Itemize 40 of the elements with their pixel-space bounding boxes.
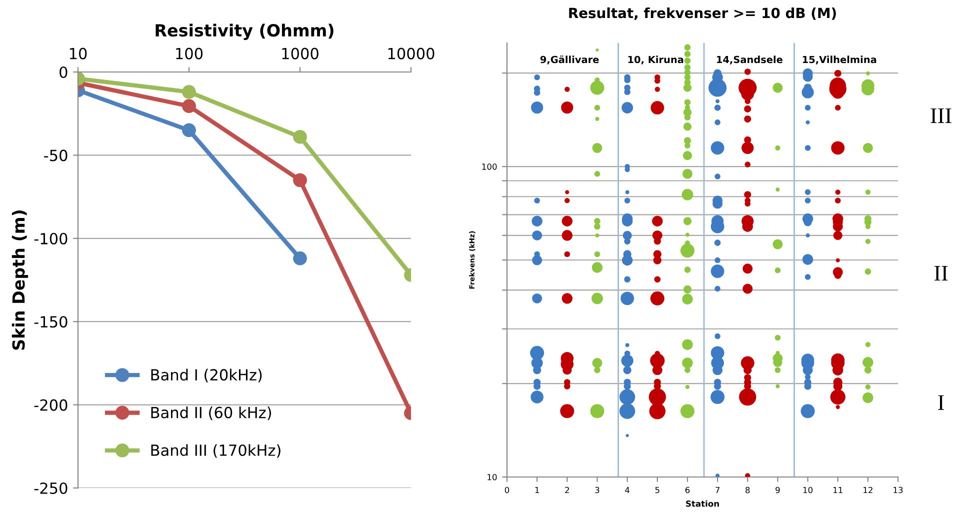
x-tick-label: 0 <box>504 486 510 494</box>
y-axis-title: Skin Depth (m) <box>12 210 28 350</box>
x-tick-label: 4 <box>625 486 630 494</box>
y-tick-label: -50 <box>44 150 68 162</box>
x-tick-label: 10000 <box>388 48 434 60</box>
x-tick-label: 13 <box>894 486 903 494</box>
x-tick-label: 8 <box>746 486 750 494</box>
x-tick-label: 10 <box>70 48 87 60</box>
chart-title: Resultat, frekvenser >= 10 dB (M) <box>569 7 836 20</box>
y-tick-label: 0 <box>60 66 68 78</box>
legend-label: Band II (60 kHz) <box>151 406 272 420</box>
x-tick-label: 6 <box>685 486 690 494</box>
x-tick-label: 12 <box>864 486 872 494</box>
legend-label: Band III (170kHz) <box>151 444 280 458</box>
annotation: 15,Vilhelmina <box>802 56 876 64</box>
annotation: 10, Kiruna <box>628 56 684 64</box>
x-tick-label: 11 <box>833 486 842 494</box>
x-tick-label: 3 <box>595 486 600 494</box>
x-axis-title: Resistivity (Ohmm) <box>156 24 334 40</box>
y-tick-label: -150 <box>34 316 68 328</box>
text: II <box>934 266 948 281</box>
x-tick-label: 100 <box>176 48 203 60</box>
x-tick-label: 10 <box>803 486 813 494</box>
x-tick-label: 5 <box>655 486 660 494</box>
text: I <box>938 395 944 410</box>
x-axis-title: Station <box>686 500 719 507</box>
x-tick-label: 1000 <box>282 48 318 60</box>
y-tick-label: -250 <box>34 482 68 494</box>
text: III <box>930 108 952 123</box>
x-tick-label: 9 <box>776 486 780 494</box>
x-tick-label: 7 <box>716 486 720 494</box>
y-tick-label: -200 <box>34 399 68 411</box>
legend-label: Band I (20kHz) <box>151 368 262 382</box>
x-tick-label: 2 <box>565 486 569 494</box>
annotation: 14,Sandsele <box>717 56 782 64</box>
annotation: 9,Gällivare <box>540 56 599 64</box>
x-tick-label: 1 <box>535 486 539 494</box>
point <box>182 123 196 138</box>
point <box>293 251 307 266</box>
y-tick-label: -100 <box>34 232 68 244</box>
